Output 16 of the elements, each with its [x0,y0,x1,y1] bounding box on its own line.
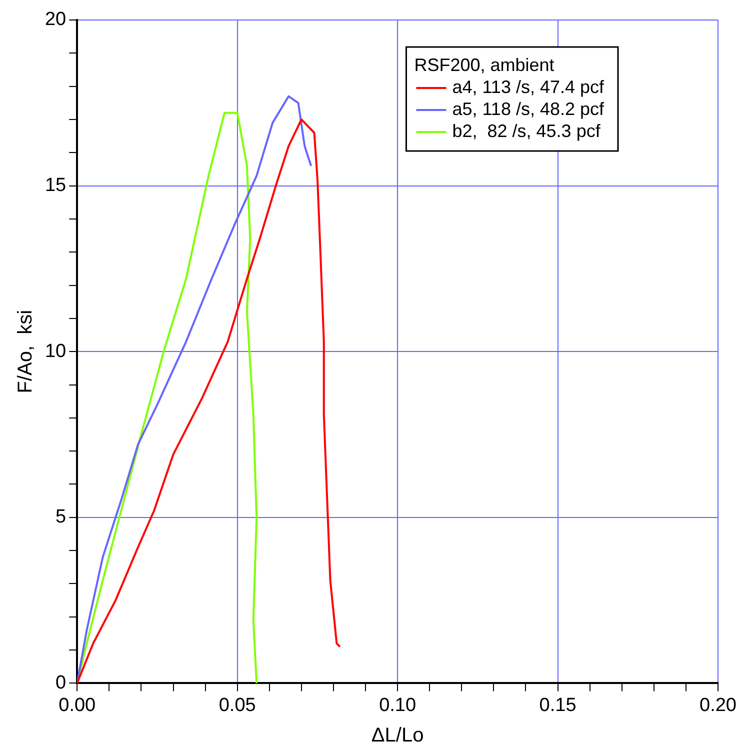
legend-label: a4, 113 /s, 47.4 pcf [452,76,605,97]
x-tick-label: 0.10 [379,694,416,716]
y-tick-label: 5 [56,506,66,528]
x-tick-label: 0.05 [218,694,256,716]
x-tick-label: 0.00 [58,694,96,716]
legend-label: a5, 118 /s, 48.2 pcf [452,98,605,119]
x-tick-label: 0.20 [700,694,736,716]
y-tick-label: 0 [56,672,66,694]
y-tick-label: 20 [44,9,66,30]
y-tick-label: 15 [44,175,66,196]
y-tick-label: 10 [44,340,66,362]
y-axis-title: F/Ao, ksi [14,310,37,394]
x-axis-title: ΔL/Lo [371,724,424,747]
legend-label: b2, 82 /s, 45.3 pcf [452,120,602,141]
legend-title: RSF200, ambient [414,54,554,75]
x-tick-label: 0.15 [539,694,576,716]
